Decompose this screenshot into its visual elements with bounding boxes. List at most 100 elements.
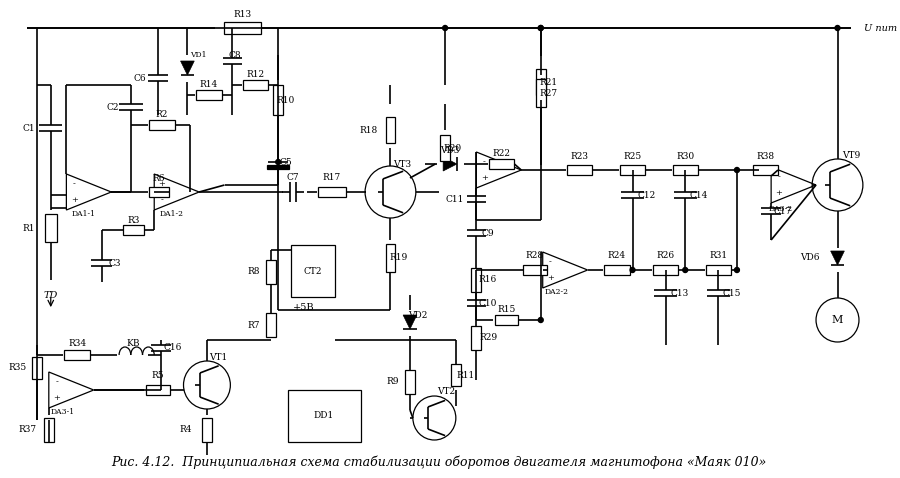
Bar [44,418,54,442]
Text: R2: R2 [156,109,168,119]
Bar [752,165,778,175]
Text: VT1: VT1 [210,352,228,361]
Bar [385,244,395,272]
Text: DA2-2: DA2-2 [544,288,569,296]
Polygon shape [443,157,457,171]
Text: +: + [71,196,77,204]
Bar [385,117,395,143]
Text: C10: C10 [479,298,497,307]
Text: R16: R16 [479,275,497,284]
Bar [288,390,361,442]
Text: U пит: U пит [864,23,897,33]
Bar [440,135,450,161]
Bar [45,214,57,242]
Bar [123,225,145,235]
Text: C9: C9 [482,228,494,238]
Text: R38: R38 [756,152,774,161]
Text: +5B: +5B [292,304,314,313]
Circle shape [683,268,688,272]
Text: R13: R13 [233,10,251,19]
Text: R5: R5 [152,371,165,380]
Bar [223,22,261,34]
Text: R19: R19 [389,253,408,262]
Text: -: - [482,158,486,166]
Circle shape [835,25,840,31]
Text: +: + [547,274,554,282]
Bar [274,85,284,115]
Bar [567,165,592,175]
Text: R23: R23 [571,152,589,161]
Text: C12: C12 [637,191,655,199]
Text: -: - [55,378,58,386]
Text: VD6: VD6 [800,253,820,262]
Bar [266,260,276,284]
Text: C1: C1 [22,123,35,132]
Text: C5: C5 [280,157,292,166]
Bar [405,370,415,394]
Text: -: - [160,196,164,204]
Text: M: M [832,315,843,325]
Bar [672,165,698,175]
Text: R17: R17 [323,173,341,182]
Bar [523,265,546,275]
Text: R6: R6 [153,174,166,183]
Bar [653,265,679,275]
Text: R25: R25 [624,152,642,161]
Text: +: + [776,189,782,197]
Bar [149,187,169,197]
Text: C11: C11 [446,195,464,204]
Text: VD1: VD1 [190,51,207,59]
Bar [706,265,731,275]
Bar [495,315,518,325]
Text: Рис. 4.12.  Принципиальная схема стабилизации оборотов двигателя магнитофона «Ма: Рис. 4.12. Принципиальная схема стабилиз… [112,455,767,469]
Text: R9: R9 [386,378,399,387]
Circle shape [538,317,544,323]
Text: C15: C15 [723,289,742,297]
Text: R27: R27 [539,88,558,98]
Text: -: - [778,173,780,181]
Text: C6: C6 [134,74,147,83]
Text: R29: R29 [479,334,497,343]
Bar [149,120,175,130]
Text: DA1-2: DA1-2 [160,210,184,218]
Bar [147,385,170,395]
Polygon shape [181,61,194,75]
Text: DA3-2: DA3-2 [769,205,793,213]
Text: R10: R10 [277,96,295,105]
Text: +: + [158,180,166,188]
Text: R26: R26 [657,251,675,261]
Circle shape [734,167,740,173]
Bar [620,165,645,175]
Text: +: + [53,394,60,402]
Text: R35: R35 [8,363,27,372]
Text: R30: R30 [676,152,694,161]
Bar [472,326,482,350]
Text: R8: R8 [248,268,260,276]
Bar [536,79,545,107]
Text: VT9: VT9 [842,151,860,160]
Circle shape [275,160,281,164]
Text: TD: TD [43,291,58,300]
Text: R28: R28 [526,251,544,261]
Text: VT2: VT2 [437,388,455,396]
Text: C2: C2 [106,102,119,111]
Text: R24: R24 [608,251,626,261]
Circle shape [538,25,544,31]
Text: C13: C13 [670,289,688,297]
Text: R14: R14 [200,79,218,88]
Bar [65,350,90,360]
Text: R1: R1 [22,224,35,232]
Text: +: + [481,174,488,182]
Text: -: - [549,258,552,266]
Bar [604,265,630,275]
Text: C8: C8 [229,51,241,59]
Text: R37: R37 [18,425,36,435]
Circle shape [734,268,740,272]
Text: R31: R31 [709,251,727,261]
Circle shape [630,268,635,272]
Text: R4: R4 [179,425,192,435]
Text: R12: R12 [247,69,265,78]
Text: R15: R15 [498,304,516,314]
Text: CT2: CT2 [303,267,321,275]
Bar [202,418,211,442]
